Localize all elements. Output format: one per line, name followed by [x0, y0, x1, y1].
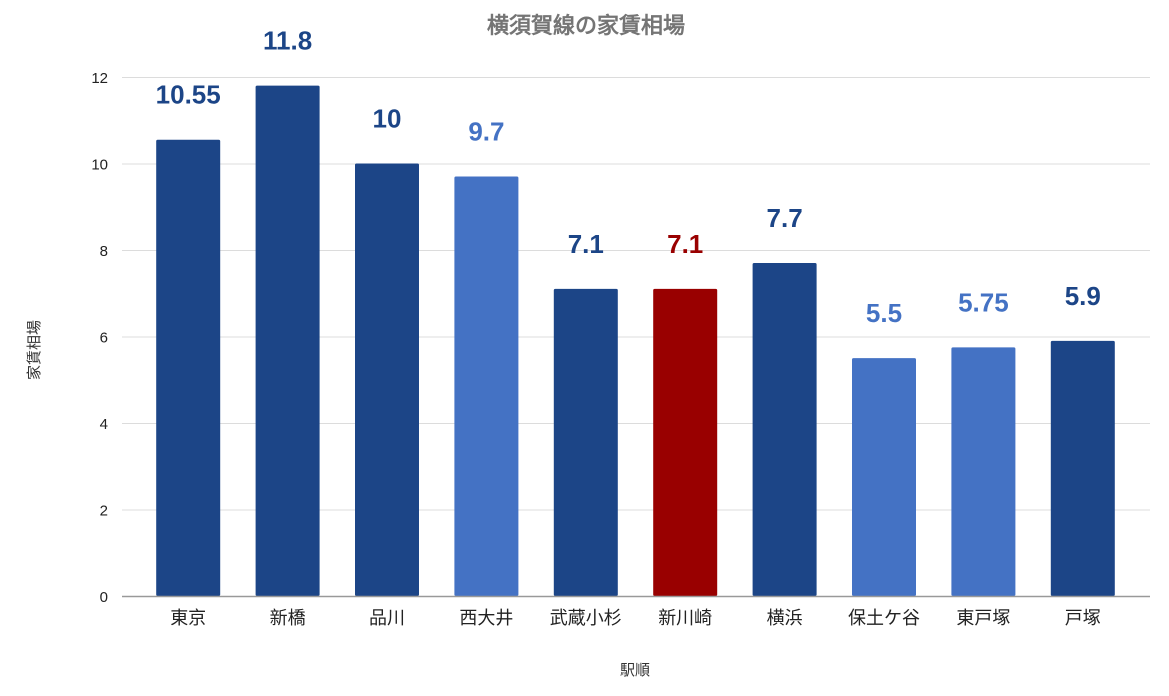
y-axis-ticks: 0 2 4 6 8 10 12 [91, 70, 108, 606]
bars [156, 85, 1115, 597]
chart-title: 横須賀線の家賃相場 [487, 13, 685, 39]
y-tick-label: 12 [91, 70, 108, 87]
x-tick-label: 新川崎 [658, 608, 712, 629]
x-tick-label: 新橋 [270, 608, 306, 629]
bar [653, 288, 718, 596]
bar [454, 176, 519, 596]
y-tick-label: 2 [100, 503, 108, 520]
x-axis-title: 駅順 [620, 661, 650, 679]
x-axis-ticks: 東京 新橋 品川 西大井 武蔵小杉 新川崎 横浜 保土ケ谷 東戸塚 戸塚 [170, 608, 1101, 629]
x-tick-label: 東戸塚 [956, 608, 1010, 629]
data-label: 5.75 [958, 287, 1009, 317]
data-label: 11.8 [263, 26, 312, 56]
x-tick-label: 品川 [369, 608, 405, 629]
data-labels: 10.55 11.8 10 9.7 7.1 7.1 7.7 5.5 5.75 5.9 [156, 26, 1101, 328]
x-tick-label: 西大井 [459, 608, 513, 629]
data-label: 10.55 [156, 80, 221, 110]
x-tick-label: 武蔵小杉 [550, 608, 622, 629]
bar [255, 85, 320, 597]
y-tick-label: 4 [100, 416, 108, 433]
data-label: 10 [373, 104, 402, 134]
y-tick-label: 0 [100, 589, 108, 606]
bar [355, 163, 419, 596]
data-label: 7.1 [568, 229, 604, 259]
data-label: 5.5 [866, 298, 902, 328]
x-tick-label: 保土ケ谷 [848, 608, 920, 629]
x-tick-label: 横浜 [767, 608, 803, 629]
y-axis-title: 家賃相場 [25, 320, 43, 380]
data-label: 7.7 [767, 203, 803, 233]
data-label: 5.9 [1065, 281, 1101, 311]
data-label: 7.1 [667, 229, 703, 259]
x-tick-label: 東京 [170, 608, 206, 629]
bar [951, 347, 1016, 596]
y-tick-label: 6 [100, 330, 108, 347]
bar [1050, 340, 1115, 596]
data-label: 9.7 [468, 116, 504, 146]
y-tick-label: 10 [91, 157, 108, 174]
bar [156, 139, 221, 596]
bar [852, 358, 916, 596]
x-tick-label: 戸塚 [1065, 608, 1101, 629]
y-tick-label: 8 [100, 243, 108, 260]
bar [553, 288, 618, 596]
bar [752, 262, 817, 596]
